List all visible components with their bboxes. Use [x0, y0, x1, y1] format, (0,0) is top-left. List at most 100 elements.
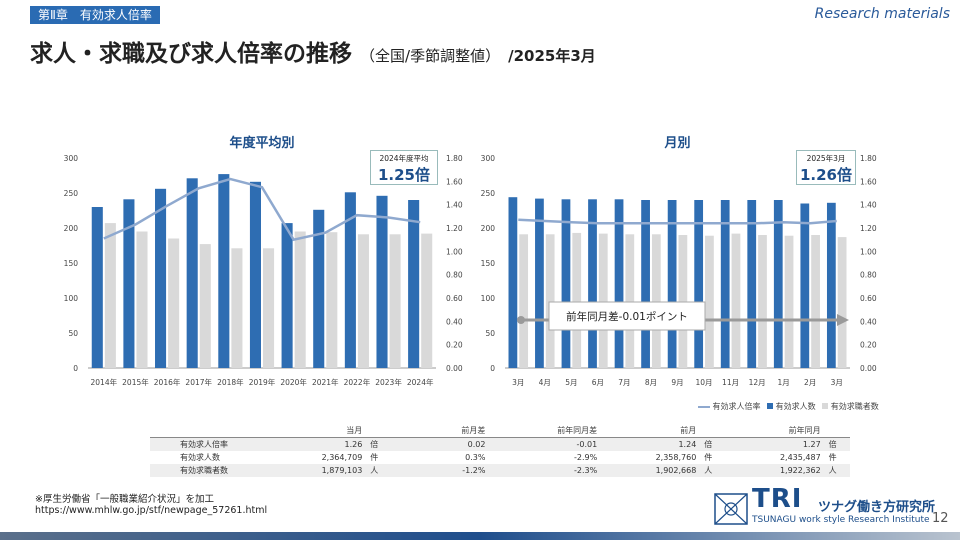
x-tick-label: 3月: [831, 378, 843, 387]
table-row: 有効求人数 2,364,709 件 0.3% -2.9% 2,358,760 件…: [150, 451, 850, 464]
cell-ly-unit: 倍: [824, 437, 850, 451]
header-current-unit: [366, 423, 392, 438]
x-tick-label: 11月: [722, 378, 739, 387]
legend-dark-swatch: [767, 403, 774, 409]
x-tick-label: 6月: [592, 378, 604, 387]
y-tick-left: 300: [64, 154, 79, 163]
x-tick-label: 2014年: [91, 377, 118, 387]
y-tick-right: 1.20: [446, 224, 463, 233]
logo-japanese: ツナグ働き方研究所: [818, 500, 936, 515]
bar-openings: [186, 178, 198, 368]
header-last-year: 前年同月: [725, 423, 825, 438]
annual-callout-value: 1.25倍: [377, 166, 430, 184]
stats-table: 当月 前月差 前年同月差 前月 前年同月 有効求人倍率 1.26 倍 0.02 …: [150, 423, 850, 477]
cell-mom: 0.3%: [465, 453, 486, 462]
bar-openings: [218, 174, 230, 368]
title-sub: （全国/季節調整値）: [360, 47, 501, 65]
x-tick-label: 9月: [671, 378, 683, 387]
source-note: ※厚生労働省「一般職業紹介状況」を加工: [35, 494, 214, 505]
x-tick-label: 2022年: [344, 377, 371, 387]
y-tick-right: 0.20: [860, 341, 877, 350]
bar-openings: [155, 188, 167, 368]
monthly-callout-value: 1.26倍: [799, 166, 852, 184]
monthly-chart: 月別 0 50 100 150 200 250 300 0.00 0.20 0.40 0.60 0.80…: [481, 136, 877, 387]
bar-seekers: [168, 238, 180, 368]
cell-last-year: 2,435,487: [779, 453, 821, 462]
legend-line-swatch: [698, 405, 710, 408]
y-tick-left: 250: [64, 189, 79, 198]
y-tick-left: 150: [64, 259, 79, 268]
cell-prev-unit: 人: [700, 464, 726, 477]
bar-openings: [720, 200, 730, 368]
x-tick-label: 2023年: [375, 377, 402, 387]
y-tick-left: 250: [481, 189, 496, 198]
table-row: 有効求職者数 1,879,103 人 -1.2% -2.3% 1,902,668…: [150, 464, 850, 477]
y-tick-right: 0.00: [860, 364, 877, 373]
cell-prev-unit: 倍: [700, 437, 726, 451]
yoy-arrow-head: [837, 314, 849, 326]
bar-openings: [123, 199, 135, 368]
cell-prev: 2,358,760: [655, 453, 697, 462]
bar-seekers: [357, 234, 369, 368]
y-tick-right: 1.20: [860, 224, 877, 233]
bar-seekers: [263, 248, 275, 368]
bottom-bar: [0, 532, 960, 540]
x-tick-label: 2020年: [280, 377, 307, 387]
cell-current: 1,879,103: [253, 464, 367, 477]
legend-light-swatch: [822, 403, 829, 409]
annual-chart: 年度平均別 0 50 100 150 200 250 300 0.00 0.20 0.40 0.60 0…: [64, 135, 463, 387]
bar-seekers: [811, 235, 820, 368]
cell-ly-unit: 人: [824, 464, 850, 477]
cell-prev: 1.24: [601, 437, 701, 451]
y-tick-right: 0.60: [446, 294, 463, 303]
source-url[interactable]: https://www.mhlw.go.jp/stf/newpage_57261…: [35, 505, 268, 516]
x-tick-label: 8月: [645, 378, 657, 387]
bar-seekers: [784, 235, 794, 368]
bar-openings: [376, 195, 388, 368]
bar-seekers: [758, 235, 767, 368]
y-tick-right: 1.00: [860, 247, 877, 256]
legend: 有効求人倍率 有効求人数 有効求職者数: [698, 401, 879, 412]
x-tick-label: 12月: [749, 378, 766, 387]
y-tick-left: 50: [68, 329, 78, 338]
x-tick-label: 3月: [512, 378, 524, 387]
tri-logo-mark-icon: [714, 493, 748, 525]
y-tick-left: 300: [481, 154, 496, 163]
bar-openings: [249, 181, 261, 368]
bar-seekers: [651, 234, 661, 368]
header-mom: 前月差: [391, 423, 490, 438]
x-tick-label: 2021年: [312, 377, 339, 387]
yoy-annotation-box: [548, 301, 706, 331]
x-tick-label: 2015年: [122, 377, 149, 387]
bar-seekers: [545, 234, 555, 368]
monthly-callout: 2025年3月 1.26倍: [796, 150, 856, 185]
bar-openings: [508, 197, 518, 368]
header-yoy: 前年同月差: [489, 423, 602, 438]
bar-openings: [281, 223, 293, 368]
bar-seekers: [421, 233, 433, 368]
stats-header-row: 当月 前月差 前年同月差 前月 前年同月: [150, 423, 850, 438]
bar-openings: [800, 203, 810, 368]
legend-openings: 有効求人数: [775, 402, 816, 411]
bar-seekers: [572, 232, 582, 368]
y-tick-left: 200: [64, 224, 79, 233]
cell-current: 1.26: [253, 437, 367, 451]
y-tick-right: 1.60: [446, 177, 463, 186]
bar-seekers: [389, 234, 401, 368]
bar-seekers: [294, 231, 306, 368]
x-tick-label: 7月: [618, 378, 630, 387]
chart-title: 月別: [663, 136, 690, 151]
cell-last-year: 1,922,362: [725, 464, 825, 477]
cell-current-unit: 倍: [366, 437, 392, 451]
legend-ratio: 有効求人倍率: [712, 402, 761, 411]
chart-title: 年度平均別: [229, 135, 294, 151]
bar-openings: [667, 200, 677, 368]
row-label: 有効求人数: [180, 453, 220, 462]
y-tick-right: 0.00: [446, 364, 463, 373]
bar-seekers: [231, 248, 243, 368]
bar-seekers: [625, 234, 635, 368]
x-tick-label: 2024年: [407, 377, 434, 387]
row-label: 有効求職者数: [150, 464, 254, 477]
bar-openings: [561, 199, 571, 368]
bar-openings: [313, 209, 325, 368]
